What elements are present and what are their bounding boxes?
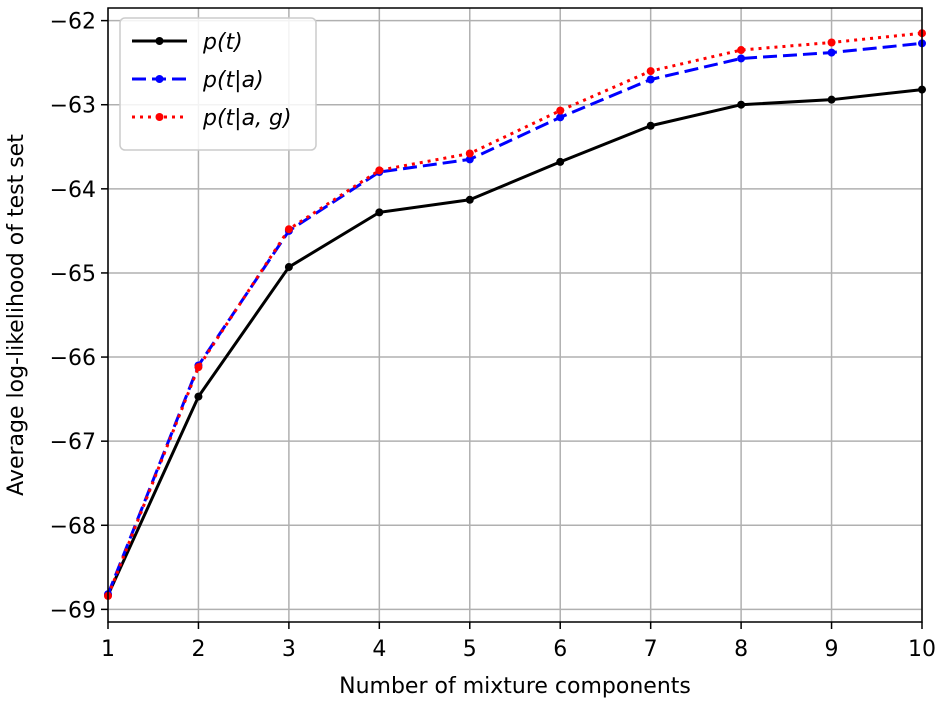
x-axis-ticks: 1 2 3 4 5 6 7 8 9 10 — [101, 622, 936, 662]
x-tick-label: 3 — [282, 637, 296, 662]
y-tick-label: −65 — [50, 262, 96, 287]
series-line — [106, 88, 923, 596]
x-tick-label: 8 — [734, 637, 748, 662]
data-point — [465, 195, 474, 204]
series-lines — [104, 29, 926, 600]
data-point — [556, 157, 565, 166]
data-point — [646, 121, 655, 130]
data-point — [827, 48, 836, 57]
legend-box — [119, 17, 317, 151]
series-line — [106, 31, 923, 597]
y-axis-label: Average log-likelihood of test set — [4, 134, 29, 496]
data-point — [646, 67, 655, 76]
y-tick-label: −63 — [50, 94, 96, 119]
legend-label: p(t|a) — [202, 68, 264, 93]
data-point — [465, 155, 474, 164]
data-point — [737, 54, 746, 63]
data-point — [556, 106, 565, 115]
data-point — [827, 95, 836, 104]
x-tick-label: 6 — [553, 637, 567, 662]
x-tick-label: 10 — [908, 637, 936, 662]
data-point — [284, 263, 293, 272]
data-point — [194, 392, 203, 401]
legend-label: p(t) — [202, 30, 243, 55]
data-point — [827, 38, 836, 47]
data-point — [465, 149, 474, 158]
x-axis-label: Number of mixture components — [339, 674, 691, 699]
data-point — [737, 46, 746, 55]
x-tick-label: 5 — [463, 637, 477, 662]
data-point — [194, 363, 203, 372]
y-tick-label: −64 — [50, 178, 96, 203]
data-point — [375, 208, 384, 217]
data-point — [375, 166, 384, 175]
x-tick-label: 4 — [372, 637, 386, 662]
y-tick-label: −68 — [50, 514, 96, 539]
legend-marker — [155, 113, 164, 121]
data-point — [284, 225, 293, 234]
legend-label: p(t|a, g) — [202, 106, 292, 131]
y-axis-ticks: −69 −68 −67 −66 −65 −64 −63 −62 — [50, 10, 108, 623]
data-point — [556, 113, 565, 122]
series-1 — [104, 85, 926, 600]
y-tick-label: −67 — [50, 430, 96, 455]
y-tick-label: −66 — [50, 346, 96, 371]
x-tick-label: 9 — [825, 637, 839, 662]
data-point — [646, 75, 655, 84]
legend-marker — [155, 75, 164, 83]
x-tick-label: 2 — [191, 637, 205, 662]
y-tick-label: −62 — [50, 10, 96, 35]
plot-frame — [107, 7, 923, 623]
series-3 — [104, 29, 926, 600]
legend: p(t) p(t|a) p(t|a, g) — [119, 17, 317, 151]
data-point — [737, 100, 746, 109]
legend-marker — [155, 37, 164, 45]
x-tick-label: 1 — [101, 637, 115, 662]
x-tick-label: 7 — [644, 637, 658, 662]
y-tick-label: −69 — [50, 598, 96, 623]
